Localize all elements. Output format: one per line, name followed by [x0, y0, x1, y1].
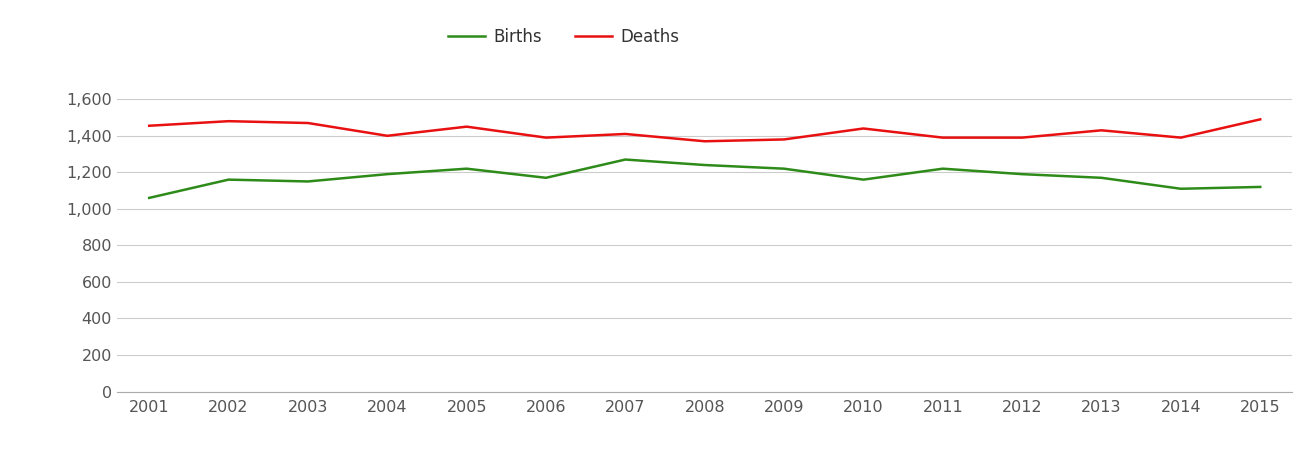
Births [1253, 184, 1268, 189]
Births [141, 195, 157, 201]
Deaths [538, 135, 553, 140]
Births [538, 175, 553, 180]
Deaths [856, 126, 872, 131]
Births [617, 157, 633, 162]
Births [856, 177, 872, 182]
Legend: Births, Deaths: Births, Deaths [441, 21, 686, 52]
Deaths [141, 123, 157, 128]
Deaths [380, 133, 395, 139]
Deaths [459, 124, 475, 129]
Deaths [1094, 128, 1109, 133]
Deaths [300, 120, 316, 126]
Deaths [776, 137, 792, 142]
Births [934, 166, 950, 171]
Births [1094, 175, 1109, 180]
Line: Deaths: Deaths [149, 119, 1261, 141]
Births [459, 166, 475, 171]
Deaths [1014, 135, 1030, 140]
Births [1014, 171, 1030, 177]
Deaths [617, 131, 633, 137]
Deaths [1253, 117, 1268, 122]
Births [1173, 186, 1189, 191]
Deaths [221, 118, 236, 124]
Births [697, 162, 713, 168]
Births [300, 179, 316, 184]
Births [380, 171, 395, 177]
Births [221, 177, 236, 182]
Deaths [697, 139, 713, 144]
Deaths [934, 135, 950, 140]
Deaths [1173, 135, 1189, 140]
Births [776, 166, 792, 171]
Line: Births: Births [149, 160, 1261, 198]
